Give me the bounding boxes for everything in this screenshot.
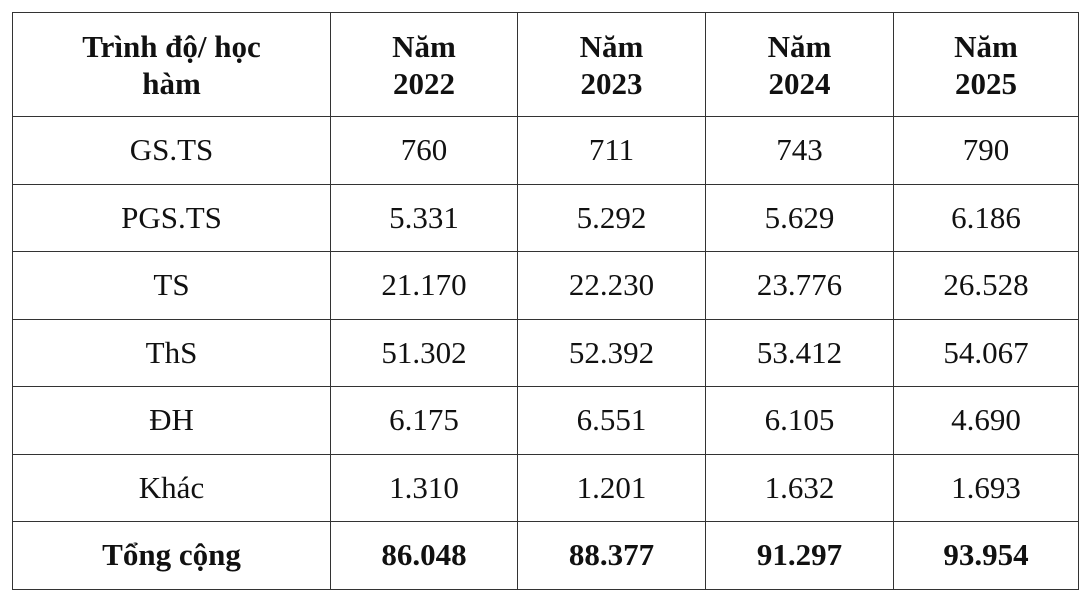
- header-text: 2023: [580, 65, 643, 101]
- cell-value: 51.302: [330, 318, 518, 387]
- cell-value: 52.392: [517, 318, 706, 387]
- header-text: Năm: [767, 28, 832, 64]
- data-table: Trình độ/ học hàm Năm 2022 Năm 2023 Năm 2024 Năm…: [12, 12, 1079, 590]
- data-row: GS.TS 760 711 743 790: [12, 116, 1079, 185]
- data-row: ĐH 6.175 6.551 6.105 4.690: [12, 386, 1079, 455]
- header-cell: Năm 2022: [330, 12, 518, 117]
- cell-value: 21.170: [330, 251, 518, 320]
- header-text: Năm: [392, 28, 456, 64]
- cell-value: 1.632: [705, 453, 894, 522]
- header-text: 2022: [393, 65, 455, 101]
- header-text: 2024: [768, 65, 831, 101]
- cell-value: 88.377: [517, 521, 706, 590]
- cell-value: 23.776: [705, 251, 894, 320]
- document: Trình độ/ học hàm Năm 2022 Năm 2023 Năm 2024 Năm…: [12, 12, 1079, 590]
- row-label: ĐH: [12, 386, 331, 455]
- cell-value: 6.186: [893, 183, 1079, 252]
- header-text: Trình độ/ học: [82, 28, 261, 64]
- cell-value: 1.693: [893, 453, 1079, 522]
- cell-value: 6.105: [705, 386, 894, 455]
- row-label: PGS.TS: [12, 183, 331, 252]
- total-row: Tổng cộng 86.048 88.377 91.297 93.954: [12, 521, 1079, 590]
- header-cell: Năm 2025: [893, 12, 1079, 117]
- cell-value: 5.292: [517, 183, 706, 252]
- row-label: ThS: [12, 318, 331, 387]
- cell-value: 5.331: [330, 183, 518, 252]
- row-label: Tổng cộng: [12, 521, 331, 590]
- cell-value: 5.629: [705, 183, 894, 252]
- cell-value: 1.310: [330, 453, 518, 522]
- cell-value: 6.175: [330, 386, 518, 455]
- data-row: Khác 1.310 1.201 1.632 1.693: [12, 453, 1079, 522]
- row-label: GS.TS: [12, 116, 331, 185]
- cell-value: 86.048: [330, 521, 518, 590]
- header-row: Trình độ/ học hàm Năm 2022 Năm 2023 Năm 2024 Năm…: [12, 12, 1079, 117]
- header-text: hàm: [142, 65, 201, 101]
- cell-value: 1.201: [517, 453, 706, 522]
- data-row: TS 21.170 22.230 23.776 26.528: [12, 251, 1079, 320]
- cell-value: 760: [330, 116, 518, 185]
- cell-value: 22.230: [517, 251, 706, 320]
- header-text: Năm: [579, 28, 644, 64]
- cell-value: 6.551: [517, 386, 706, 455]
- cell-value: 743: [705, 116, 894, 185]
- cell-value: 91.297: [705, 521, 894, 590]
- row-label: Khác: [12, 453, 331, 522]
- cell-value: 93.954: [893, 521, 1079, 590]
- header-cell: Năm 2024: [705, 12, 894, 117]
- data-row: PGS.TS 5.331 5.292 5.629 6.186: [12, 183, 1079, 252]
- cell-value: 711: [517, 116, 706, 185]
- data-row: ThS 51.302 52.392 53.412 54.067: [12, 318, 1079, 387]
- cell-value: 26.528: [893, 251, 1079, 320]
- header-cell: Trình độ/ học hàm: [12, 12, 331, 117]
- header-text: 2025: [955, 65, 1017, 101]
- cell-value: 4.690: [893, 386, 1079, 455]
- header-cell: Năm 2023: [517, 12, 706, 117]
- cell-value: 53.412: [705, 318, 894, 387]
- header-text: Năm: [954, 28, 1018, 64]
- row-label: TS: [12, 251, 331, 320]
- cell-value: 790: [893, 116, 1079, 185]
- cell-value: 54.067: [893, 318, 1079, 387]
